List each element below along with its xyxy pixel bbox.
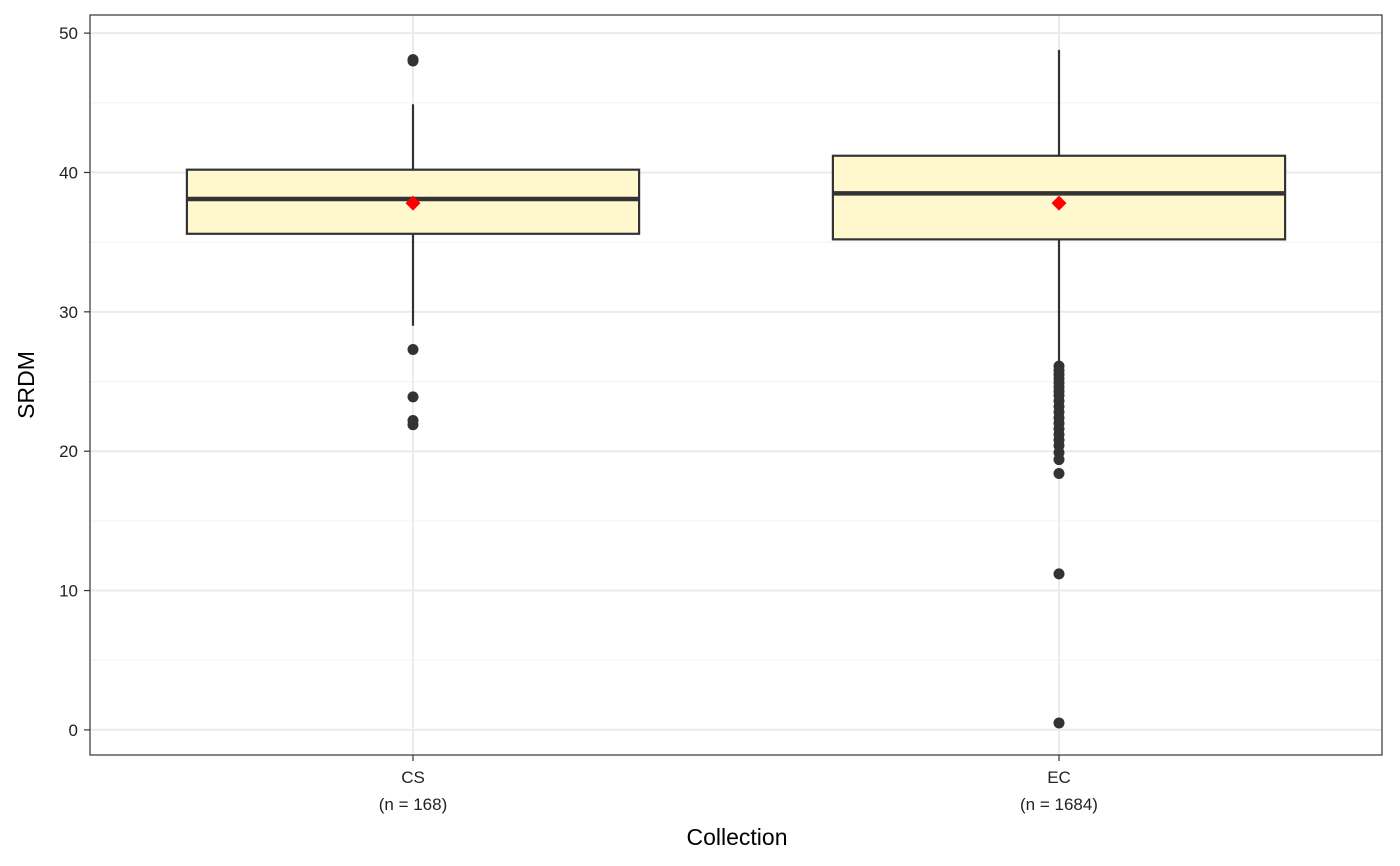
y-tick-label: 30 [59,303,78,322]
x-tick-sublabel: (n = 168) [379,795,448,814]
x-axis-title: Collection [687,824,788,850]
outlier-point [1053,454,1065,466]
outlier-point [407,391,419,403]
y-tick-label: 10 [59,582,78,601]
outlier-point [407,343,419,355]
axes: 0 10 20 30 40 50 CS (n = 168) EC (n = 1684) [59,24,1098,814]
outlier-point [407,54,419,66]
outlier-point [1053,568,1065,580]
boxes [185,49,1287,364]
y-tick-label: 0 [69,721,78,740]
x-tick-sublabel: (n = 1684) [1020,795,1098,814]
y-axis-title: SRDM [13,351,39,419]
mean-marker [1051,195,1067,211]
outlier-point [407,419,419,431]
outlier-point [1053,467,1065,479]
panel-border [89,14,1383,756]
y-tick-label: 40 [59,163,78,182]
points [405,54,1067,729]
grid-lines [90,15,1382,755]
x-tick-label: EC [1047,768,1071,787]
y-tick-label: 20 [59,442,78,461]
y-tick-label: 50 [59,24,78,43]
x-tick-label: CS [401,768,425,787]
outlier-point [1053,717,1065,729]
mean-marker [405,195,421,211]
